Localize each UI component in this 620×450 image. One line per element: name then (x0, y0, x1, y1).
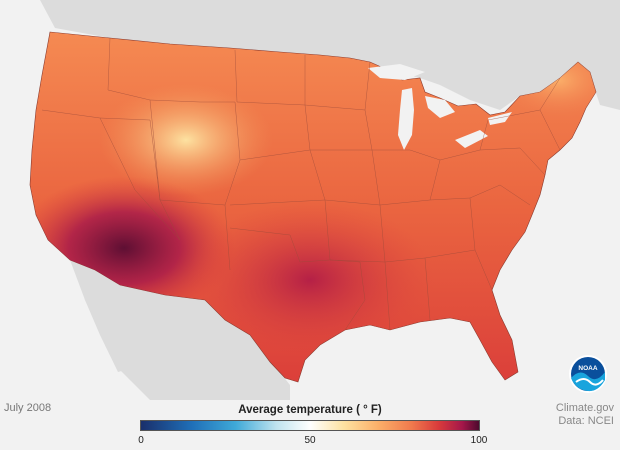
legend-title: Average temperature ( ° F) (238, 404, 382, 416)
legend-mid-label: 50 (304, 435, 316, 446)
noaa-logo-text: NOAA (578, 365, 597, 372)
credit-source: Climate.gov (555, 402, 614, 414)
canada-landmass (40, 0, 620, 110)
temperature-map: NOAA (29, 0, 620, 400)
legend-min-label: 0 (138, 435, 144, 446)
state-borders (41, 37, 561, 331)
credit-block: Climate.gov Data: NCEI (556, 402, 614, 428)
noaa-logo: NOAA (569, 355, 607, 393)
credit-data: Data: NCEI (558, 415, 614, 427)
legend-max-label: 100 (470, 435, 488, 446)
great-lakes (368, 64, 512, 150)
date-label: July 2008 (4, 402, 52, 414)
baja-peninsula (78, 268, 125, 372)
legend-color-bar (140, 420, 480, 431)
mexico-landmass (70, 260, 290, 400)
